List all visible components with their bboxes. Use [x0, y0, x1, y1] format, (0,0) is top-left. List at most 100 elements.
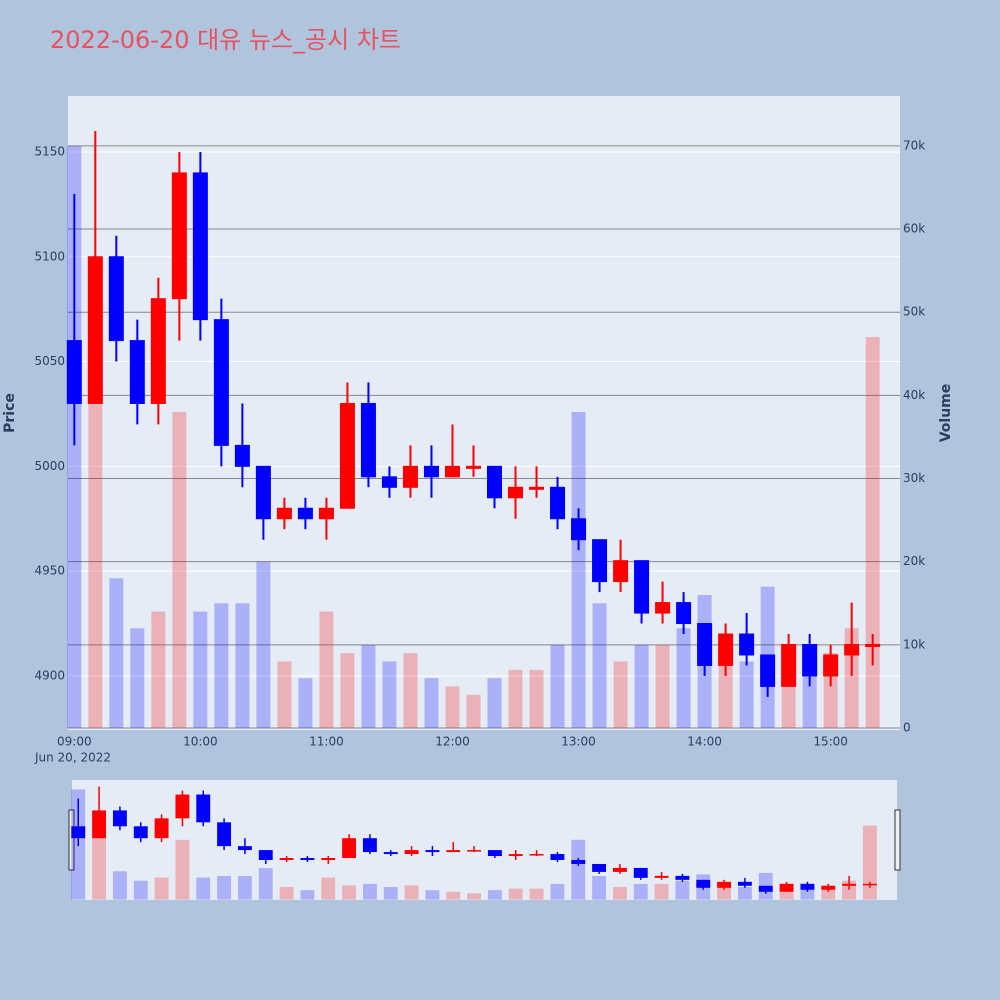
y-tick-label: 5150 — [34, 144, 65, 158]
volume-bar-mini — [112, 871, 127, 900]
candle-body-mini — [633, 867, 648, 878]
candle-body-mini — [237, 846, 252, 851]
volume-bar-mini — [154, 877, 169, 900]
volume-bar-mini — [362, 883, 377, 900]
candle-body-mini — [592, 863, 607, 872]
volume-bar — [655, 644, 670, 729]
candle-body — [171, 172, 187, 300]
volume-bar — [109, 578, 124, 729]
y2-axis-title: Volume — [938, 384, 954, 443]
y2-tick-label: 50k — [903, 305, 925, 319]
candle-body-mini — [550, 854, 565, 861]
volume-bar — [256, 561, 271, 729]
volume-bar — [214, 603, 229, 729]
volume-bar-mini — [717, 887, 732, 900]
y-tick-label: 4900 — [34, 668, 65, 682]
volume-bar — [676, 628, 691, 729]
candle-body-mini — [154, 818, 169, 839]
volume-bar — [151, 611, 166, 729]
candle-body — [402, 465, 418, 488]
candle-body — [360, 402, 376, 478]
volume-bar-mini — [654, 883, 669, 900]
volume-bar-mini — [800, 887, 815, 900]
volume-bar-mini — [342, 885, 357, 900]
x-tick-label: 09:00 — [57, 735, 92, 749]
volume-bar — [445, 686, 460, 729]
candle-body — [87, 256, 103, 404]
candle-body — [66, 340, 82, 404]
candle-body — [487, 465, 503, 499]
volume-bar — [340, 653, 355, 729]
candle-body-mini — [362, 838, 377, 853]
range-slider[interactable] — [72, 780, 897, 900]
candle-body — [802, 643, 818, 677]
volume-bar-mini — [529, 888, 544, 900]
x-tick-label: 11:00 — [309, 735, 344, 749]
volume-bar-mini — [862, 825, 877, 900]
volume-bar-mini — [446, 891, 461, 900]
candle-body-mini — [383, 852, 398, 855]
volume-bar — [718, 661, 733, 729]
y2-tick-label: 0 — [903, 721, 911, 735]
volume-bar — [571, 412, 586, 729]
volume-bar — [487, 678, 502, 729]
volume-bar-mini — [592, 876, 607, 900]
volume-bar — [466, 694, 481, 729]
candle-body-mini — [446, 850, 461, 853]
candle-body — [213, 319, 229, 446]
volume-bar — [550, 644, 565, 729]
volume-bar — [424, 678, 439, 729]
volume-bar-mini — [508, 888, 523, 900]
y2-tick-label: 60k — [903, 222, 925, 236]
x-tick-label: 12:00 — [435, 735, 470, 749]
candle-body — [234, 444, 250, 467]
volume-bar-mini — [737, 887, 752, 900]
candle-body-mini — [133, 826, 148, 839]
candle-body — [297, 507, 313, 520]
candle-body-mini — [300, 858, 315, 861]
candle-body-mini — [612, 867, 627, 872]
volume-bar — [739, 661, 754, 729]
candle-body-mini — [529, 854, 544, 856]
volume-bar-mini — [237, 876, 252, 900]
volume-bar-mini — [217, 876, 232, 900]
volume-bar — [172, 412, 187, 729]
candle-body — [276, 507, 292, 520]
volume-bar — [802, 661, 817, 729]
volume-bar — [613, 661, 628, 729]
candle-body-mini — [821, 885, 836, 890]
candle-body — [865, 643, 881, 647]
volume-bar — [592, 603, 607, 729]
candle-body-mini — [92, 810, 107, 839]
volume-bar-mini — [404, 885, 419, 900]
candle-body — [129, 340, 145, 404]
volume-bar — [865, 337, 880, 729]
candle-body-mini — [696, 879, 711, 888]
candle-body-mini — [717, 881, 732, 888]
volume-bar-mini — [612, 887, 627, 900]
candle-body — [108, 256, 124, 342]
volume-bar — [529, 669, 544, 729]
y-axis-title: Price — [2, 393, 18, 433]
y-tick-label: 5100 — [34, 249, 65, 263]
slider-handle[interactable] — [68, 809, 75, 871]
volume-bar-mini — [383, 887, 398, 900]
candle-body — [150, 298, 166, 404]
chart-title: 2022-06-20 대유 뉴스_공시 차트 — [50, 26, 401, 54]
candle-body — [444, 465, 460, 478]
candle-body-mini — [71, 826, 86, 839]
volume-bar — [277, 661, 292, 729]
candle-body-mini — [862, 883, 877, 886]
candle-body — [592, 539, 608, 583]
candle-body — [844, 643, 860, 656]
x-tick-label: 14:00 — [687, 735, 722, 749]
slider-handle[interactable] — [894, 809, 901, 871]
volume-bar-mini — [92, 828, 107, 900]
candle-body — [423, 465, 439, 478]
x-tick-label: 10:00 — [183, 735, 218, 749]
candle-body — [718, 633, 734, 666]
x-tick-label: 15:00 — [813, 735, 848, 749]
candle-body-mini — [196, 794, 211, 823]
volume-bar — [235, 603, 250, 729]
volume-bar-mini — [279, 887, 294, 900]
